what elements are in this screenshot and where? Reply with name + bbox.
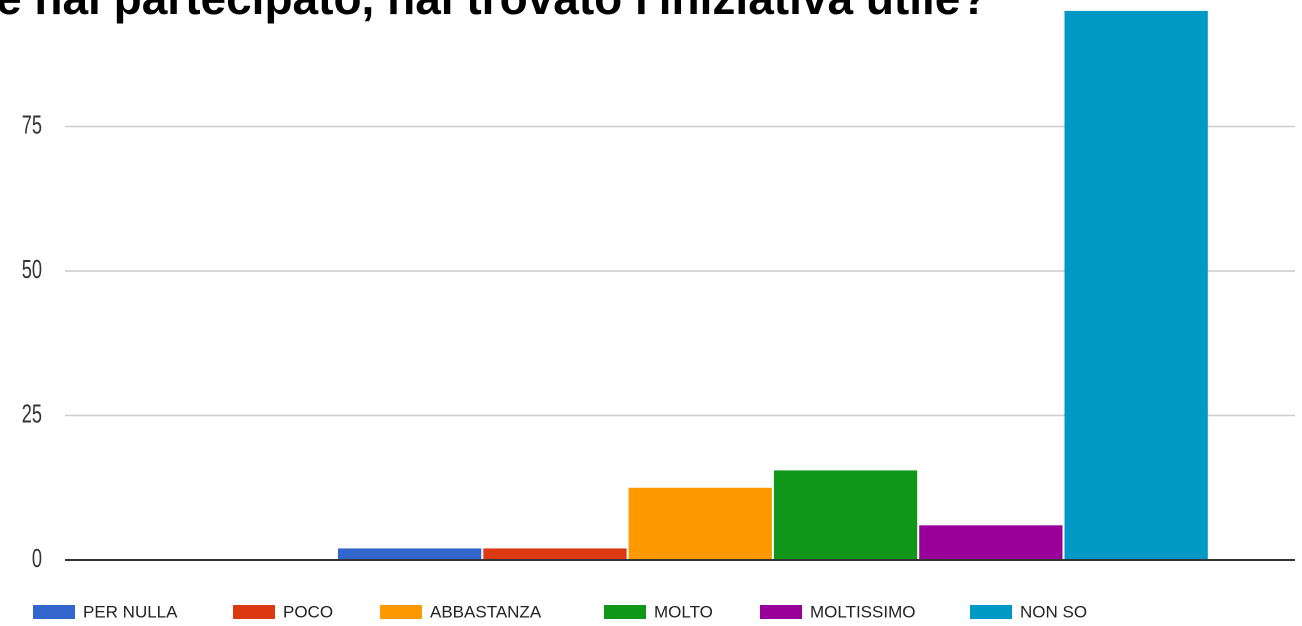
bar	[628, 487, 772, 560]
legend-swatch	[233, 605, 275, 619]
legend-swatch	[970, 605, 1012, 619]
bar	[919, 525, 1063, 560]
legend-swatch	[604, 605, 646, 619]
y-tick-label: 50	[22, 255, 42, 284]
chart-title: e hai partecipato, hai trovato l'iniziat…	[0, 0, 988, 24]
y-tick-label: 75	[22, 110, 42, 139]
bar	[338, 548, 482, 560]
legend-label: NON SO	[1020, 602, 1087, 621]
y-tick-label: 25	[22, 399, 42, 428]
legend-label: MOLTISSIMO	[810, 602, 915, 621]
y-tick-label: 0	[32, 544, 42, 573]
legend-label: ABBASTANZA	[430, 602, 542, 621]
legend-swatch	[33, 605, 75, 619]
bar	[483, 548, 627, 560]
legend-label: POCO	[283, 602, 333, 621]
legend-label: PER NULLA	[83, 602, 178, 621]
legend-label: MOLTO	[654, 602, 713, 621]
legend-swatch	[760, 605, 802, 619]
bar	[1064, 10, 1208, 560]
legend-swatch	[380, 605, 422, 619]
bar	[773, 470, 918, 560]
